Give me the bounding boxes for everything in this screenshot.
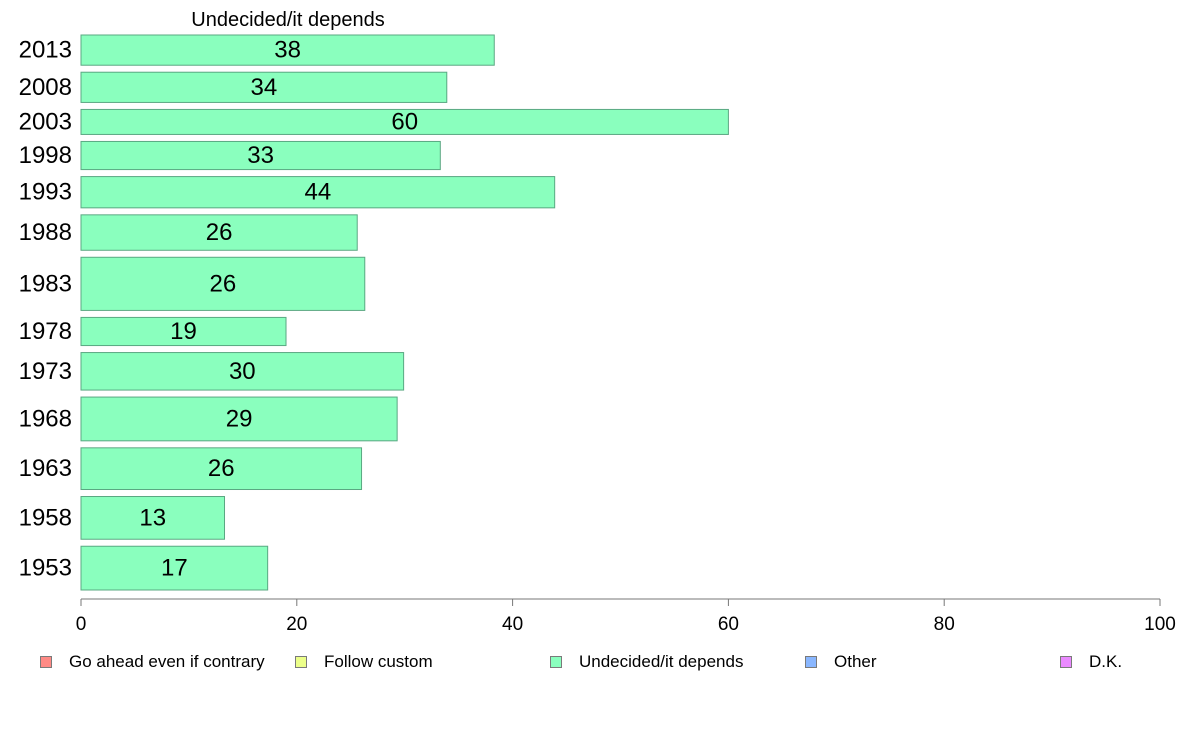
legend-swatch (805, 656, 817, 668)
legend-item-go-ahead: Go ahead even if contrary (40, 652, 265, 672)
value-label-1993: 44 (304, 179, 331, 206)
value-label-1988: 26 (206, 219, 233, 246)
category-label-1998: 1998 (19, 142, 72, 169)
chart-title: Undecided/it depends (191, 9, 384, 31)
legend-label: D.K. (1089, 652, 1123, 671)
category-label-1993: 1993 (19, 179, 72, 206)
value-label-2013: 38 (274, 37, 301, 64)
legend-label: Other (834, 652, 877, 671)
category-label-1958: 1958 (19, 504, 72, 531)
legend-swatch (40, 656, 52, 668)
x-tick-label-20: 20 (286, 614, 307, 635)
category-label-1953: 1953 (19, 555, 72, 582)
legend-item-other: Other (805, 652, 877, 672)
legend-label: Undecided/it depends (579, 652, 744, 671)
value-label-1963: 26 (208, 455, 235, 482)
x-axis: 0 20 40 60 80 100 (76, 598, 1176, 635)
x-tick-label-40: 40 (502, 614, 523, 635)
legend-swatch (1060, 656, 1072, 668)
category-label-1988: 1988 (19, 219, 72, 246)
bar-1988 (80, 214, 358, 251)
category-label-2003: 2003 (19, 108, 72, 135)
category-label-1983: 1983 (19, 270, 72, 297)
bar-2013 (80, 34, 495, 66)
value-label-1983: 26 (210, 270, 237, 297)
category-label-1968: 1968 (19, 405, 72, 432)
bar-2003 (80, 108, 729, 135)
value-label-2003: 60 (391, 108, 418, 135)
value-label-1953: 17 (161, 555, 188, 582)
bar-1973 (80, 352, 405, 391)
x-tick-label-100: 100 (1144, 614, 1176, 635)
legend-swatch (550, 656, 562, 668)
bar-1963 (80, 447, 363, 491)
bar-1958 (80, 496, 226, 540)
legend-item-undecided: Undecided/it depends (550, 652, 743, 672)
category-label-2013: 2013 (19, 37, 72, 64)
category-label-1963: 1963 (19, 455, 72, 482)
bar-1968 (80, 396, 398, 442)
bar-1953 (80, 545, 269, 591)
value-label-1978: 19 (170, 318, 197, 345)
x-tick-label-80: 80 (934, 614, 955, 635)
value-label-1973: 30 (229, 358, 256, 385)
category-label-1973: 1973 (19, 358, 72, 385)
legend: Go ahead even if contrary Follow custom … (40, 652, 1160, 674)
bar-1983 (80, 256, 366, 311)
x-tick-label-0: 0 (76, 614, 87, 635)
legend-item-follow-custom: Follow custom (295, 652, 433, 672)
category-label-2008: 2008 (19, 74, 72, 101)
bar-2008 (80, 71, 448, 103)
legend-item-dk: D.K. (1060, 652, 1122, 672)
legend-swatch (295, 656, 307, 668)
bar-1978 (80, 316, 287, 347)
value-label-2008: 34 (251, 74, 278, 101)
bars-group: 2013 38 2008 34 2003 60 1998 33 1993 44 1988 26 1983… (19, 34, 729, 591)
bar-1993 (80, 176, 556, 209)
value-label-1998: 33 (247, 142, 274, 169)
value-label-1958: 13 (139, 504, 166, 531)
category-label-1978: 1978 (19, 318, 72, 345)
x-tick-label-60: 60 (718, 614, 739, 635)
legend-label: Follow custom (324, 652, 433, 671)
bar-1998 (80, 140, 441, 171)
value-label-1968: 29 (226, 405, 253, 432)
legend-label: Go ahead even if contrary (69, 652, 265, 671)
